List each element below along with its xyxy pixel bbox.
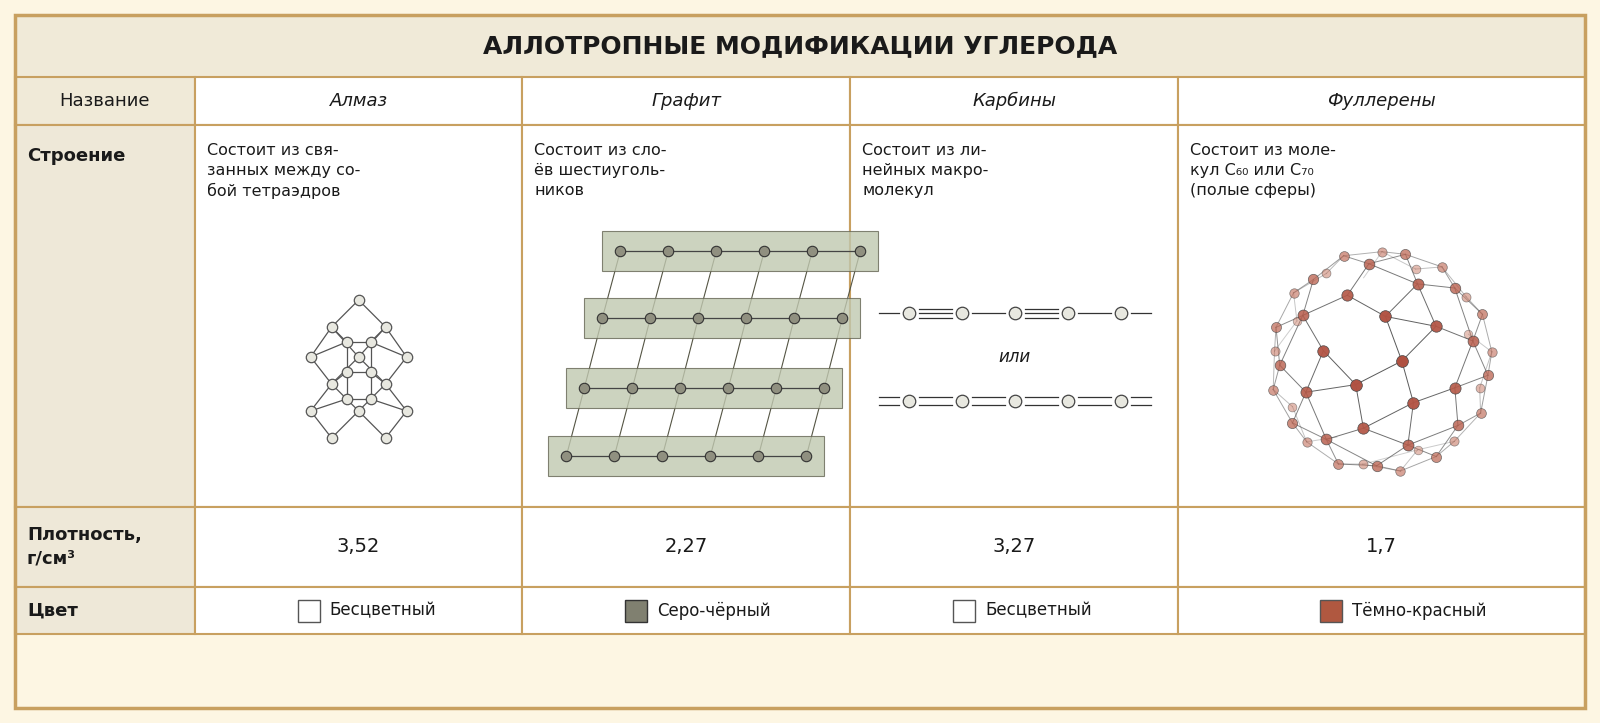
Text: Цвет: Цвет: [27, 602, 78, 620]
Polygon shape: [1320, 599, 1342, 622]
Text: Бесцветный: Бесцветный: [330, 602, 437, 620]
Polygon shape: [1178, 125, 1586, 507]
Text: 1,7: 1,7: [1366, 537, 1397, 557]
Text: Строение: Строение: [27, 147, 125, 165]
Text: Бесцветный: Бесцветный: [986, 602, 1091, 620]
Text: 3,27: 3,27: [992, 537, 1035, 557]
Text: АЛЛОТРОПНЫЕ МОДИФИКАЦИИ УГЛЕРОДА: АЛЛОТРОПНЫЕ МОДИФИКАЦИИ УГЛЕРОДА: [483, 34, 1117, 58]
Polygon shape: [523, 125, 850, 507]
Text: Состоит из свя-
занных между со-
бой тетраэдров: Состоит из свя- занных между со- бой тет…: [206, 143, 360, 200]
Polygon shape: [602, 231, 878, 271]
Text: Плотность,
г/см³: Плотность, г/см³: [27, 526, 142, 568]
Polygon shape: [549, 436, 824, 476]
Polygon shape: [14, 507, 195, 587]
Text: Графит: Графит: [651, 92, 722, 110]
Polygon shape: [584, 298, 861, 338]
Polygon shape: [195, 507, 523, 587]
Polygon shape: [1178, 77, 1586, 125]
Polygon shape: [523, 77, 850, 125]
Polygon shape: [14, 125, 195, 507]
Polygon shape: [850, 77, 1178, 125]
Polygon shape: [14, 587, 195, 634]
Text: Алмаз: Алмаз: [330, 92, 387, 110]
Polygon shape: [195, 125, 523, 507]
Polygon shape: [954, 599, 974, 622]
Text: Серо-чёрный: Серо-чёрный: [658, 602, 771, 620]
Polygon shape: [14, 77, 195, 125]
Polygon shape: [298, 599, 320, 622]
Text: Состоит из ли-
нейных макро-
молекул: Состоит из ли- нейных макро- молекул: [862, 143, 989, 197]
Polygon shape: [850, 587, 1178, 634]
Polygon shape: [523, 587, 850, 634]
Text: Название: Название: [59, 92, 150, 110]
Text: Тёмно-красный: Тёмно-красный: [1352, 602, 1486, 620]
Polygon shape: [626, 599, 648, 622]
Text: 2,27: 2,27: [664, 537, 707, 557]
Text: Состоит из моле-
кул С₆₀ или С₇₀
(полые сферы): Состоит из моле- кул С₆₀ или С₇₀ (полые …: [1190, 143, 1336, 197]
Polygon shape: [14, 15, 1586, 77]
Polygon shape: [850, 125, 1178, 507]
Polygon shape: [566, 368, 842, 408]
Polygon shape: [523, 507, 850, 587]
Text: Фуллерены: Фуллерены: [1326, 92, 1435, 110]
Text: Карбины: Карбины: [973, 92, 1056, 110]
Polygon shape: [1178, 507, 1586, 587]
Polygon shape: [195, 77, 523, 125]
Text: 3,52: 3,52: [338, 537, 381, 557]
Polygon shape: [1178, 587, 1586, 634]
Polygon shape: [850, 507, 1178, 587]
Polygon shape: [195, 587, 523, 634]
Text: или: или: [998, 348, 1030, 366]
Text: Состоит из сло-
ёв шестиуголь-
ников: Состоит из сло- ёв шестиуголь- ников: [534, 143, 667, 197]
